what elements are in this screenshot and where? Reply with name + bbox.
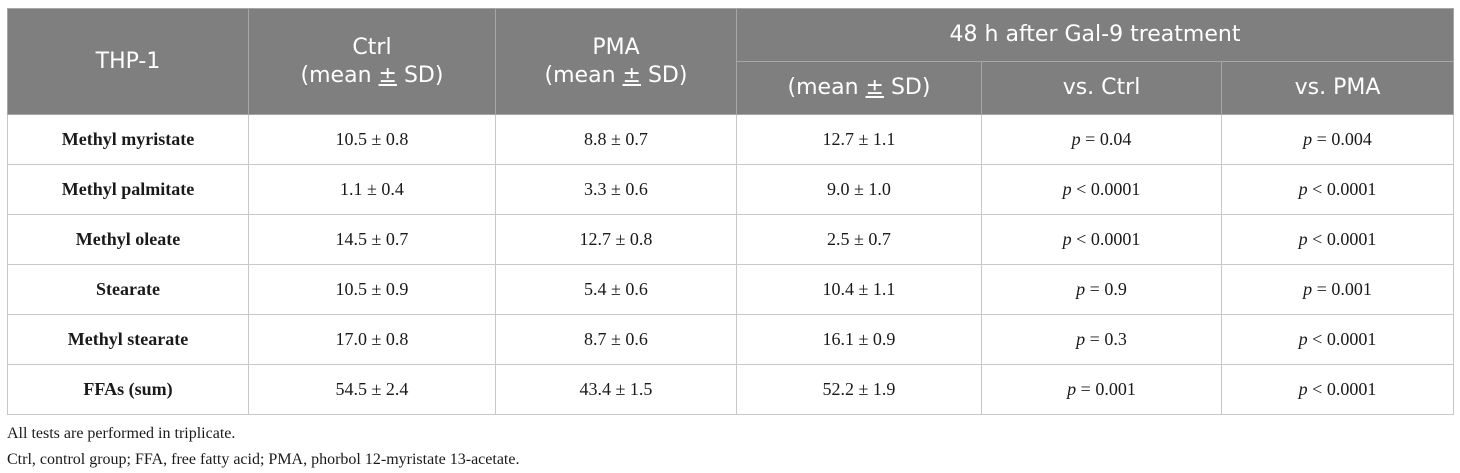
header-gal9-mean: (mean ± SD)	[736, 61, 982, 115]
table-row: Stearate 10.5 ± 0.9 5.4 ± 0.6 10.4 ± 1.1 p =…	[7, 264, 1454, 315]
header-row-label: THP-1	[7, 8, 249, 115]
vs-ctrl-pvalue-cell: p = 0.3	[981, 314, 1222, 365]
ctrl-value-cell: 10.5 ± 0.9	[248, 264, 496, 315]
pma-value-cell: 12.7 ± 0.8	[495, 214, 737, 265]
pma-value-cell: 8.7 ± 0.6	[495, 314, 737, 365]
vs-pma-pvalue-cell: p < 0.0001	[1221, 314, 1454, 365]
vs-pma-pvalue-cell: p < 0.0001	[1221, 164, 1454, 215]
vs-ctrl-pvalue-cell: p < 0.0001	[981, 214, 1222, 265]
ctrl-value-cell: 10.5 ± 0.8	[248, 114, 496, 165]
vs-pma-pvalue-cell: p < 0.0001	[1221, 214, 1454, 265]
table-header: THP-1 Ctrl (mean ± SD) PMA (mean ± SD) 4…	[7, 8, 1454, 115]
header-vs-pma: vs. PMA	[1221, 61, 1454, 115]
gal9-value-cell: 2.5 ± 0.7	[736, 214, 982, 265]
table-row: Methyl stearate 17.0 ± 0.8 8.7 ± 0.6 16.1 ±…	[7, 314, 1454, 365]
gal9-value-cell: 52.2 ± 1.9	[736, 364, 982, 415]
table-body: Methyl myristate 10.5 ± 0.8 8.8 ± 0.7 12.7 …	[7, 114, 1454, 415]
row-label-cell: Methyl stearate	[7, 314, 249, 365]
data-table: THP-1 Ctrl (mean ± SD) PMA (mean ± SD) 4…	[7, 8, 1454, 415]
header-ctrl: Ctrl (mean ± SD)	[248, 8, 496, 115]
vs-ctrl-pvalue-cell: p = 0.04	[981, 114, 1222, 165]
table-row: Methyl myristate 10.5 ± 0.8 8.8 ± 0.7 12.7 …	[7, 114, 1454, 165]
header-pma-title: PMA	[592, 34, 640, 60]
table-row: FFAs (sum) 54.5 ± 2.4 43.4 ± 1.5 52.2 ± 1.9…	[7, 364, 1454, 415]
pma-value-cell: 43.4 ± 1.5	[495, 364, 737, 415]
footnotes: All tests are performed in triplicate. C…	[7, 421, 1453, 473]
ctrl-value-cell: 14.5 ± 0.7	[248, 214, 496, 265]
gal9-value-cell: 12.7 ± 1.1	[736, 114, 982, 165]
header-pma-subtitle: (mean ± SD)	[544, 62, 688, 88]
vs-ctrl-pvalue-cell: p = 0.001	[981, 364, 1222, 415]
header-pma: PMA (mean ± SD)	[495, 8, 737, 115]
header-gal9-group: 48 h after Gal-9 treatment	[736, 8, 1454, 62]
ctrl-value-cell: 54.5 ± 2.4	[248, 364, 496, 415]
vs-ctrl-pvalue-cell: p = 0.9	[981, 264, 1222, 315]
gal9-value-cell: 9.0 ± 1.0	[736, 164, 982, 215]
row-label-cell: FFAs (sum)	[7, 364, 249, 415]
gal9-value-cell: 10.4 ± 1.1	[736, 264, 982, 315]
header-vs-ctrl: vs. Ctrl	[981, 61, 1222, 115]
table-row: Methyl oleate 14.5 ± 0.7 12.7 ± 0.8 2.5 ± 0…	[7, 214, 1454, 265]
table-container: THP-1 Ctrl (mean ± SD) PMA (mean ± SD) 4…	[7, 8, 1454, 473]
row-label-cell: Stearate	[7, 264, 249, 315]
header-ctrl-subtitle: (mean ± SD)	[300, 62, 444, 88]
pma-value-cell: 5.4 ± 0.6	[495, 264, 737, 315]
row-label-cell: Methyl myristate	[7, 114, 249, 165]
footnote: Ctrl, control group; FFA, free fatty aci…	[7, 451, 520, 468]
vs-ctrl-pvalue-cell: p < 0.0001	[981, 164, 1222, 215]
vs-pma-pvalue-cell: p = 0.001	[1221, 264, 1454, 315]
row-label-cell: Methyl oleate	[7, 214, 249, 265]
pma-value-cell: 3.3 ± 0.6	[495, 164, 737, 215]
row-label-cell: Methyl palmitate	[7, 164, 249, 215]
vs-pma-pvalue-cell: p < 0.0001	[1221, 364, 1454, 415]
ctrl-value-cell: 17.0 ± 0.8	[248, 314, 496, 365]
footnote: All tests are performed in triplicate.	[7, 425, 236, 442]
ctrl-value-cell: 1.1 ± 0.4	[248, 164, 496, 215]
table-row: Methyl palmitate 1.1 ± 0.4 3.3 ± 0.6 9.0 ± …	[7, 164, 1454, 215]
header-ctrl-title: Ctrl	[352, 34, 392, 60]
pma-value-cell: 8.8 ± 0.7	[495, 114, 737, 165]
gal9-value-cell: 16.1 ± 0.9	[736, 314, 982, 365]
vs-pma-pvalue-cell: p = 0.004	[1221, 114, 1454, 165]
